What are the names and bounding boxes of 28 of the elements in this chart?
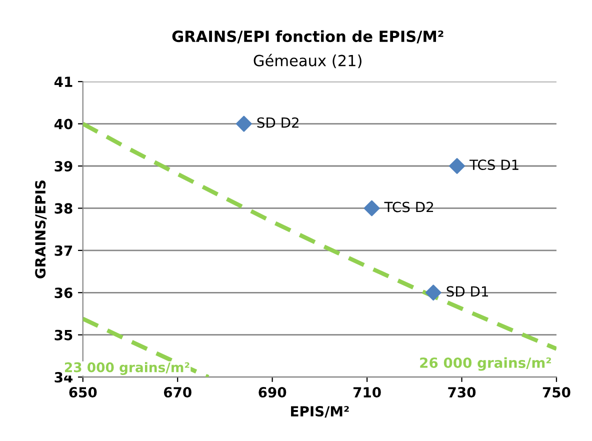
annotation: TCS D2 xyxy=(384,202,434,212)
annotation: SD D1 xyxy=(446,286,488,297)
annotation: SD D2 xyxy=(257,117,298,128)
y-tick-label: 35 xyxy=(54,330,72,340)
x-axis-title: EPIS/M² xyxy=(291,406,349,418)
point xyxy=(364,200,380,216)
line-series xyxy=(82,316,210,378)
y-tick-label: 38 xyxy=(54,203,72,214)
point xyxy=(236,116,252,132)
chart-title: GRAINS/EPI fonction de EPIS/M² xyxy=(172,30,444,44)
series-label: 26 000 grains/m² xyxy=(420,357,551,371)
y-tick-label: 40 xyxy=(54,118,72,130)
y-tick-label: 36 xyxy=(54,288,72,298)
x-tick-label: 670 xyxy=(164,387,192,398)
point xyxy=(449,158,465,174)
x-tick-label: 690 xyxy=(258,387,286,398)
y-axis-title: GRAINS/EPIS xyxy=(35,180,47,278)
x-tick-label: 730 xyxy=(448,387,476,398)
series-label: 23 000 grains/m² xyxy=(64,362,190,375)
x-tick-label: 750 xyxy=(542,387,570,398)
y-tick-label: 39 xyxy=(54,160,72,172)
point xyxy=(425,284,442,301)
chart-subtitle: Gémeaux (21) xyxy=(254,54,362,68)
y-tick-label: 41 xyxy=(54,76,72,87)
x-tick-label: 650 xyxy=(69,387,97,398)
annotation: TCS D1 xyxy=(469,160,518,170)
x-tick-label: 710 xyxy=(353,387,381,398)
y-tick-label: 37 xyxy=(54,245,72,256)
